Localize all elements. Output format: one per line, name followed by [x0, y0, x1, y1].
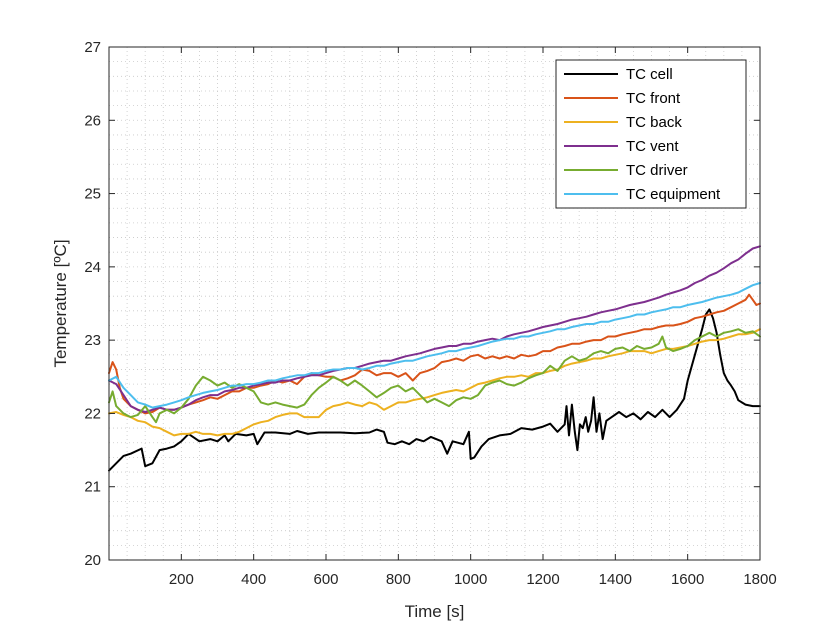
- series-line-tc-vent: [108, 245, 761, 413]
- x-tick-label: 1600: [671, 571, 704, 588]
- legend-box: [555, 59, 747, 209]
- y-axis-label: Temperature [ºC]: [51, 239, 70, 367]
- axis-ticks: 200 400 600 800 1000 1200 1400 1600 1800 20 21 22 23…: [84, 39, 776, 588]
- series-line-tc-equipment: [108, 282, 761, 409]
- plot-frame: [108, 46, 761, 561]
- legend-label: TC front: [626, 90, 681, 107]
- series-group: [108, 245, 761, 472]
- y-tick-label: 27: [84, 39, 101, 56]
- x-axis-label: Time [s]: [405, 602, 465, 621]
- x-tick-label: 800: [386, 571, 411, 588]
- y-tick-label: 20: [84, 552, 101, 569]
- series-line-tc-driver: [108, 328, 761, 424]
- x-tick-label: 1200: [526, 571, 559, 588]
- legend-label: TC back: [626, 114, 682, 131]
- x-tick-label: 1800: [743, 571, 776, 588]
- legend-label: TC driver: [626, 162, 688, 179]
- y-tick-label: 22: [84, 405, 101, 422]
- legend: TC cell TC front TC back TC vent TC driver TC…: [555, 59, 747, 209]
- x-tick-label: 200: [169, 571, 194, 588]
- y-tick-label: 21: [84, 479, 101, 496]
- legend-label: TC equipment: [626, 186, 721, 203]
- x-tick-label: 400: [241, 571, 266, 588]
- series-line-tc-cell: [108, 308, 761, 472]
- y-tick-label: 25: [84, 186, 101, 203]
- legend-label: TC cell: [626, 66, 673, 83]
- y-tick-label: 24: [84, 259, 101, 276]
- x-tick-label: 600: [313, 571, 338, 588]
- y-tick-label: 23: [84, 332, 101, 349]
- legend-label: TC vent: [626, 138, 679, 155]
- y-tick-label: 26: [84, 112, 101, 129]
- series-line-tc-front: [108, 293, 761, 415]
- series-line-tc-back: [108, 328, 761, 437]
- x-tick-label: 1000: [454, 571, 487, 588]
- x-tick-label: 1400: [599, 571, 632, 588]
